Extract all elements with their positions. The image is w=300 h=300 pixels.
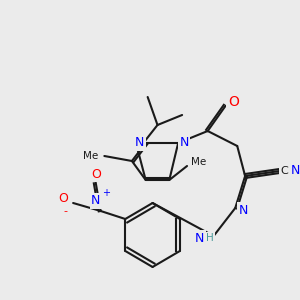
Text: H: H (206, 233, 214, 243)
Text: O: O (91, 167, 101, 181)
Text: -: - (63, 206, 67, 216)
Text: O: O (58, 191, 68, 205)
Text: N: N (91, 194, 101, 208)
Text: +: + (102, 188, 110, 198)
Text: O: O (228, 95, 239, 109)
Text: N: N (291, 164, 300, 178)
Text: Me: Me (83, 151, 98, 161)
Text: N: N (238, 203, 248, 217)
Text: N: N (195, 232, 205, 244)
Text: Me: Me (191, 157, 206, 167)
Text: N: N (135, 136, 145, 149)
Text: N: N (179, 136, 189, 149)
Text: C: C (280, 166, 288, 176)
